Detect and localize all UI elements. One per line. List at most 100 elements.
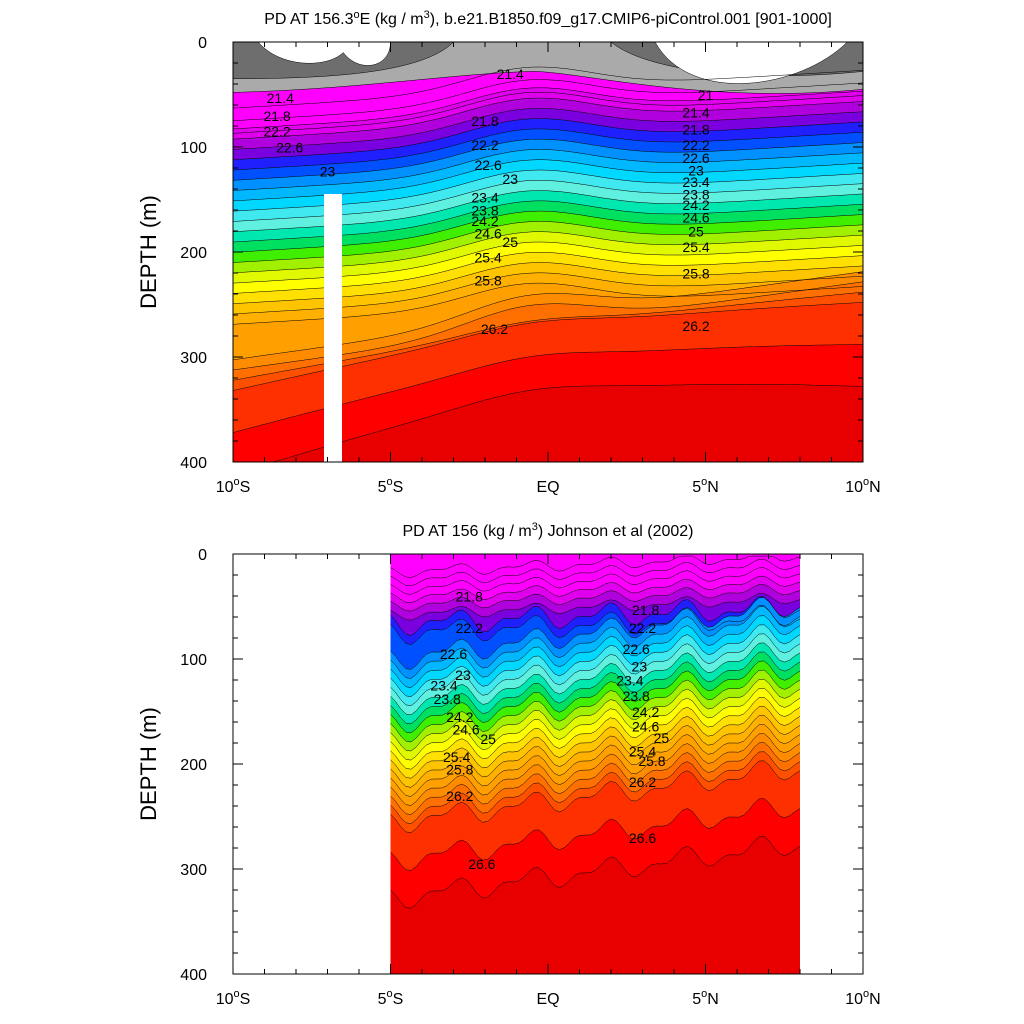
contour-label: 24.6	[682, 210, 709, 226]
density-band	[390, 798, 800, 909]
density-band	[390, 576, 800, 612]
density-band	[233, 190, 863, 242]
missing-data-column	[324, 194, 342, 462]
density-band	[233, 149, 863, 201]
contour-label: 26.2	[682, 318, 709, 334]
contour-label: 24.6	[452, 722, 479, 738]
density-band	[233, 87, 863, 140]
density-band	[233, 252, 863, 304]
panel-title: PD AT 156.3oE (kg / m3), b.e21.B1850.f09…	[264, 9, 832, 28]
density-band	[233, 292, 863, 391]
contour-label: 22.6	[440, 646, 467, 662]
contour-line	[390, 751, 801, 824]
contour-label: 22.2	[263, 124, 290, 140]
y-tick-label: 400	[180, 967, 207, 984]
contour-label: 24.2	[632, 704, 659, 720]
y-tick-label: 400	[180, 455, 207, 472]
density-band	[390, 760, 800, 871]
density-band	[390, 615, 800, 697]
density-band	[233, 344, 863, 462]
panel-model: 21.421.421.822.222.62321.822.222.62323.4…	[136, 9, 881, 496]
density-band	[233, 262, 863, 314]
contour-line	[390, 624, 801, 697]
contour-label: 23.8	[471, 202, 498, 218]
x-tick-label: 5oN	[692, 476, 719, 496]
contour-label: 21	[698, 87, 714, 103]
panel-observations: 21.822.222.62323.423.824.224.62525.425.8…	[136, 521, 881, 1008]
contour-label: 22.6	[682, 150, 709, 166]
contour-line	[232, 87, 864, 130]
contour-labels: 21.421.421.822.222.62321.822.222.62323.4…	[263, 66, 713, 337]
contour-label: 23.8	[434, 691, 461, 707]
density-band	[390, 597, 800, 670]
density-band	[233, 170, 863, 222]
contour-line	[232, 91, 864, 134]
contour-line	[232, 79, 864, 121]
contour-label: 21.8	[263, 108, 290, 124]
axis-ticks: 0 100 200 300 400 10oS 5oS EQ 5oN 10oN	[180, 35, 880, 496]
contour-line	[232, 128, 864, 171]
contour-label: 25.8	[475, 273, 502, 289]
density-band	[390, 593, 800, 636]
contour-label: 23.8	[682, 187, 709, 203]
y-tick-label: 100	[180, 140, 207, 157]
contour-label: 21.4	[267, 90, 294, 106]
contour-label: 26.2	[481, 321, 508, 337]
contour-label: 23.4	[471, 190, 498, 206]
density-band	[233, 200, 863, 253]
contour-label: 26.6	[468, 856, 495, 872]
contour-label: 22.2	[471, 137, 498, 153]
contour-label: 23.8	[623, 688, 650, 704]
contour-line	[390, 575, 801, 603]
contour-label: 25	[688, 223, 704, 239]
contour-label: 25	[480, 731, 496, 747]
x-tick-label: EQ	[536, 479, 559, 496]
contour-line	[390, 724, 801, 797]
contour-label: 22.6	[623, 641, 650, 657]
density-band	[233, 118, 863, 171]
contour-line	[390, 593, 801, 621]
density-band	[390, 556, 800, 586]
density-band	[390, 597, 800, 679]
density-band	[390, 733, 800, 815]
density-band	[390, 661, 800, 742]
axis-ticks: 0 100 200 300 400 10oS 5oS EQ 5oN 10oN	[180, 547, 880, 1008]
contour-label: 25.8	[682, 265, 709, 281]
contour-label: 25.8	[446, 762, 473, 778]
density-band	[390, 679, 800, 761]
contour-line	[390, 669, 801, 743]
density-band	[233, 108, 863, 160]
y-tick-label: 300	[180, 862, 207, 879]
contour-line	[390, 596, 801, 636]
x-tick-label: 5oS	[378, 476, 404, 496]
contour-label: 25	[502, 234, 518, 250]
contour-label: 23.4	[616, 672, 643, 688]
contour-line	[390, 706, 801, 779]
density-band	[233, 180, 863, 232]
y-axis-label: DEPTH (m)	[136, 195, 161, 309]
contour-label: 25.4	[443, 749, 470, 765]
density-band	[390, 836, 800, 974]
contour-label: 21.4	[682, 105, 709, 121]
y-tick-label: 200	[180, 245, 207, 262]
contour-label: 24.2	[471, 213, 498, 229]
density-band	[390, 724, 800, 806]
contour-line	[390, 742, 801, 815]
density-band	[390, 606, 800, 688]
density-band	[390, 559, 800, 595]
contour-label: 22.6	[276, 139, 303, 155]
density-band	[390, 697, 800, 779]
density-band	[233, 384, 863, 462]
x-tick-label: 10oS	[216, 476, 251, 496]
density-band	[233, 139, 863, 191]
contour-label: 21.8	[471, 113, 498, 129]
contour-line	[390, 605, 801, 645]
density-band	[390, 642, 800, 724]
contour-line	[232, 108, 864, 150]
y-tick-label: 300	[180, 350, 207, 367]
contour-line	[390, 633, 801, 706]
x-tick-label: 5oS	[378, 988, 404, 1008]
contour-line	[390, 660, 801, 734]
y-tick-label: 0	[198, 35, 207, 52]
